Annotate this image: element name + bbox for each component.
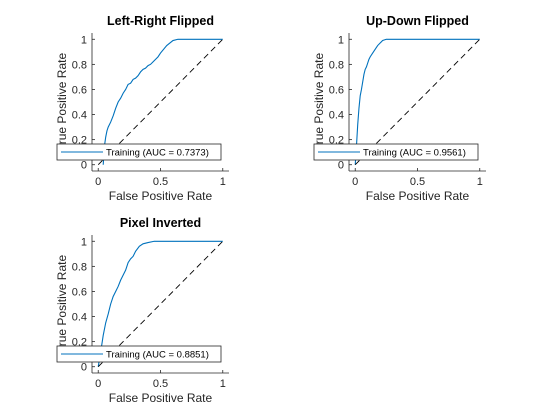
legend: Training (AUC = 0.9561) [313,143,479,161]
x-axis-label: False Positive Rate [109,391,213,405]
chart-title: Left-Right Flipped [107,14,214,28]
x-tick-label: 0.5 [153,378,168,390]
x-axis-label: False Positive Rate [109,189,213,203]
plot-area [97,38,224,166]
x-tick-label: 0.5 [153,176,168,188]
y-axis-label: True Positive Rate [312,53,326,152]
y-tick-label: 0.6 [72,286,87,298]
chart-title: Pixel Inverted [120,216,201,230]
y-tick-label: 0 [338,160,344,172]
y-axis-label: True Positive Rate [55,53,69,152]
y-tick-label: 0 [81,362,87,374]
y-tick-label: 0.8 [72,59,87,71]
x-tick-label: 0 [95,378,101,390]
legend: Training (AUC = 0.8851) [56,345,222,363]
x-tick-label: 0 [352,176,358,188]
legend-box [56,143,222,161]
plot-area [354,38,481,166]
y-tick-label: 0.4 [72,312,87,324]
x-axis-label: False Positive Rate [366,189,470,203]
x-tick-label: 1 [477,176,483,188]
legend-entry: Training (AUC = 0.8851) [106,350,209,361]
x-tick-label: 0.5 [410,176,425,188]
plot-area [97,240,224,368]
y-tick-label: 0.4 [329,110,344,122]
chart-title: Up-Down Flipped [366,14,469,28]
y-tick-label: 1 [81,34,87,46]
roc-curve [97,240,223,367]
legend-entry: Training (AUC = 0.9561) [363,148,466,159]
x-tick-label: 0 [95,176,101,188]
y-tick-label: 0 [81,160,87,172]
legend-box [313,143,479,161]
y-tick-label: 0.6 [329,84,344,96]
y-tick-label: 0.6 [72,84,87,96]
x-tick-label: 1 [220,378,226,390]
legend: Training (AUC = 0.7373) [56,143,222,161]
legend-box [56,345,222,363]
y-axis-label: True Positive Rate [55,255,69,354]
y-tick-label: 1 [81,236,87,248]
roc-curve [102,38,223,165]
legend-entry: Training (AUC = 0.7373) [106,148,209,159]
roc-curve [354,38,480,165]
x-tick-label: 1 [220,176,226,188]
y-tick-label: 0.8 [329,59,344,71]
y-tick-label: 0.8 [72,261,87,273]
y-tick-label: 0.4 [72,110,87,122]
y-tick-label: 1 [338,34,344,46]
